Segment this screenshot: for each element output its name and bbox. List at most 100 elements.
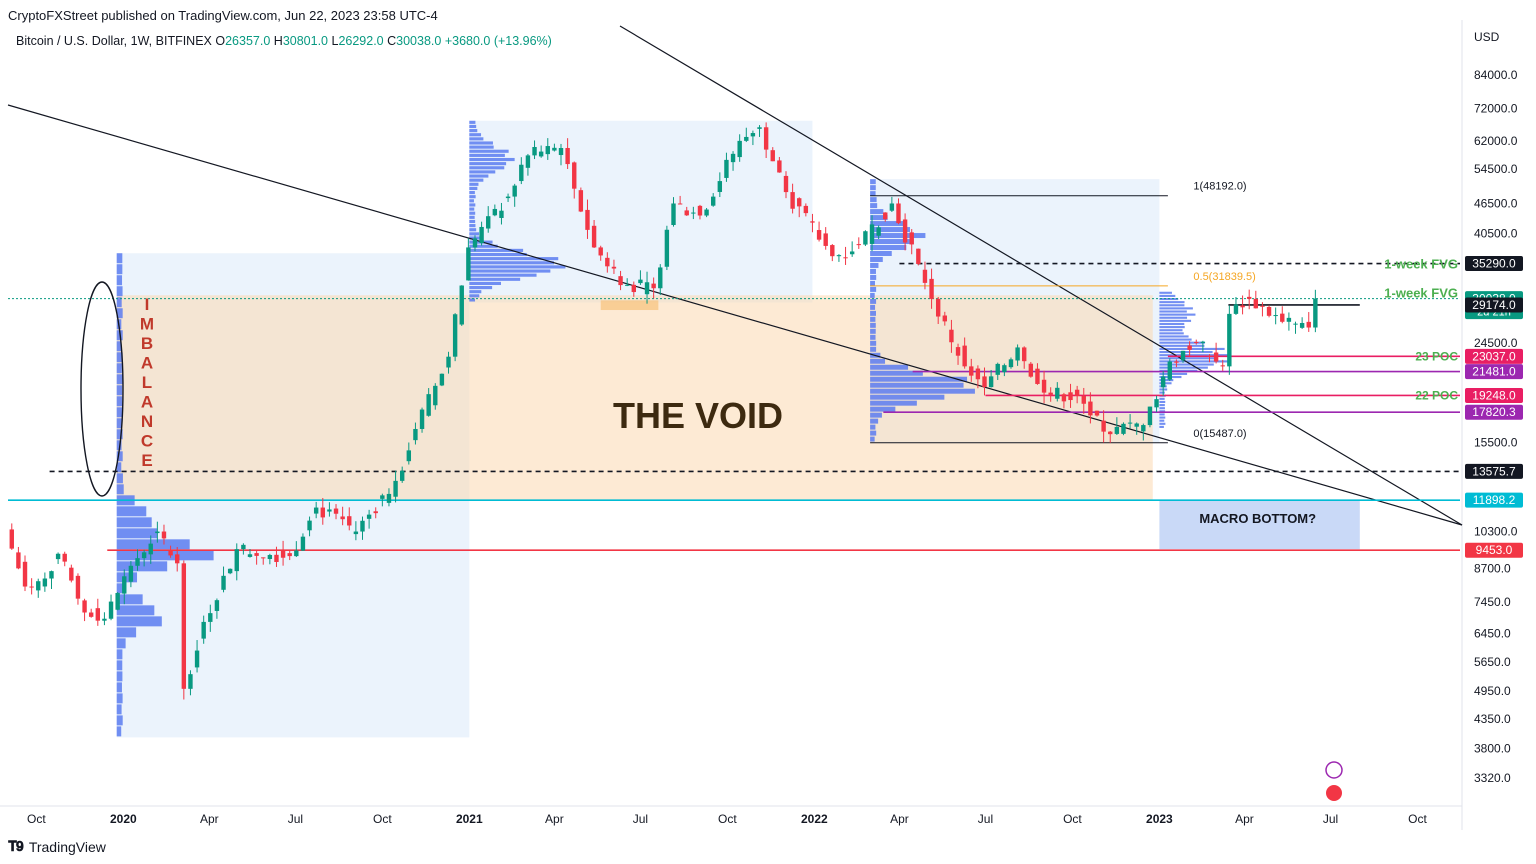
y-tick-label: 7450.0 <box>1474 595 1511 609</box>
candle-body <box>1280 313 1285 322</box>
volume-profile-bar <box>469 252 527 257</box>
level-badge <box>1465 492 1523 508</box>
candle-body <box>452 314 458 357</box>
candle-body <box>287 553 292 557</box>
imbalance-letter: M <box>140 315 154 334</box>
volume-profile-bar <box>870 436 875 442</box>
high-value: 30801.0 <box>282 34 328 48</box>
level-badge-label: 19248.0 <box>1472 388 1516 402</box>
candle-body <box>1041 379 1047 393</box>
volume-profile-bar <box>1159 397 1165 400</box>
candle-body <box>1094 410 1100 416</box>
candle-body <box>320 507 325 518</box>
volume-profile-bar <box>469 190 475 195</box>
level-badge <box>1465 256 1523 272</box>
candle-body <box>935 298 941 317</box>
y-tick-label: 84000.0 <box>1474 68 1518 82</box>
grid <box>0 20 1463 830</box>
volume-profile-bar <box>469 265 566 269</box>
y-tick-label: 3800.0 <box>1474 742 1511 756</box>
volume-profile-bar <box>1159 354 1230 357</box>
level-badge <box>1465 348 1523 364</box>
volume-profile-2021 <box>469 120 566 302</box>
volume-profile-bar <box>469 232 480 236</box>
volume-profile-bar <box>1159 413 1165 416</box>
candle-body <box>95 608 101 621</box>
imbalance-letter: E <box>141 451 152 470</box>
candle-body <box>545 146 550 155</box>
volume-profile-bar <box>469 153 505 157</box>
volume-profile-bar <box>469 286 493 290</box>
candle-body <box>803 205 809 214</box>
volume-profile-bar <box>1159 350 1213 354</box>
candle-body <box>624 284 630 286</box>
volume-profile-bar <box>870 328 876 334</box>
candle-body <box>902 219 908 243</box>
candle-body <box>128 565 134 582</box>
candle-body <box>876 227 881 236</box>
low-label: L <box>331 34 339 48</box>
candle-body <box>1160 376 1166 388</box>
volume-profile-bar <box>1159 294 1176 297</box>
symbol-legend: Bitcoin / U.S. Dollar, 1W, BITFINEX O263… <box>16 34 552 48</box>
macro-trendline <box>7 104 1463 526</box>
volume-profile-bar <box>116 374 123 385</box>
volume-profile-bar <box>469 207 475 211</box>
x-tick-label: Apr <box>890 812 909 826</box>
x-tick-label: Apr <box>545 812 564 826</box>
candle-body <box>757 127 762 129</box>
candle-body <box>406 450 412 462</box>
volume-profile-bar <box>870 280 875 286</box>
candle-body <box>717 181 723 192</box>
candle-body <box>929 278 934 299</box>
volume-profile-bar <box>469 248 524 252</box>
volume-profile-bar <box>870 268 876 274</box>
volume-profile-bar <box>1159 372 1188 375</box>
candle-body <box>988 376 994 388</box>
fib-label: 1(48192.0) <box>1193 181 1246 193</box>
volume-profile-bar <box>116 627 137 638</box>
x-tick-label: 2021 <box>456 812 483 826</box>
candle-body <box>1187 345 1192 350</box>
candle-body <box>565 148 570 165</box>
candle-body <box>1101 420 1106 432</box>
volume-profile-bar <box>116 462 122 473</box>
candle-body <box>1154 399 1159 408</box>
level-badge-label: 21481.0 <box>1472 365 1516 379</box>
volume-profile-bar <box>870 358 886 364</box>
volume-profile-bar <box>116 286 123 297</box>
imbalance-letter: L <box>142 373 152 392</box>
candle-body <box>1180 350 1186 361</box>
candle-body <box>419 409 425 429</box>
volume-profile-bar <box>870 322 876 328</box>
high-label: H <box>273 34 283 48</box>
candle-body <box>638 279 643 284</box>
volume-profile-bar <box>870 256 883 262</box>
poc-label-23: 23 POC <box>1415 349 1458 363</box>
candle-body <box>380 495 385 499</box>
volume-profile-bar <box>870 316 876 322</box>
candle-body <box>168 549 173 556</box>
footer: 𝐓𝟗 TradingView <box>8 838 106 855</box>
candle-body <box>995 363 1000 375</box>
volume-profile-bar <box>870 245 907 251</box>
level-badge <box>1465 404 1523 420</box>
candle-body <box>823 233 828 246</box>
candle-body <box>572 162 577 189</box>
candle-body <box>1260 305 1265 307</box>
x-tick-label: Oct <box>718 812 737 826</box>
candle-body <box>770 150 775 162</box>
candle-body <box>194 650 200 668</box>
x-tick-label: Oct <box>1063 812 1082 826</box>
candle-body <box>1134 423 1139 427</box>
volume-profile-bar <box>469 273 537 277</box>
candle-body <box>889 203 895 211</box>
candle-body <box>69 567 74 581</box>
candle-body <box>82 600 87 613</box>
macro-bottom-box <box>1159 500 1360 550</box>
candle-body <box>247 554 253 557</box>
candle-body <box>426 394 431 416</box>
fvg-label: 1-week FVG <box>1384 285 1458 300</box>
volume-profile-bar <box>469 157 515 162</box>
